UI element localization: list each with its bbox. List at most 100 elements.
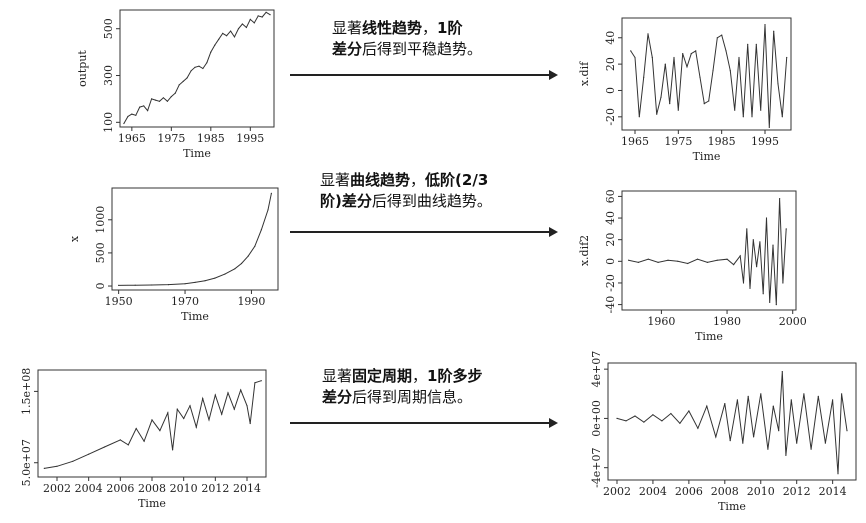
x-tick-label: 2012 [783,485,811,498]
data-point [753,436,755,438]
plot-x: 1950 1970 1990 0 500 1000 Time x [68,180,282,323]
data-point [151,98,153,100]
caption-text: 线性趋势 [362,19,423,37]
caption-text: 后得到曲线趋势。 [371,192,492,210]
data-point [747,43,749,46]
data-point [762,293,764,295]
data-point [687,262,689,265]
x-axis-label: Time [718,500,746,513]
data-point [210,51,212,53]
y-axis-label: output [76,50,89,87]
y-tick-label: -40 [604,296,617,314]
data-point [214,394,216,396]
data-point [147,110,149,112]
data-point [715,436,717,438]
data-point [696,258,699,260]
data-point [240,262,243,265]
y-tick-label: 1.5e+08 [20,368,33,415]
data-point [768,126,770,128]
data-point [222,32,224,34]
data-point [726,258,728,260]
data-point [846,430,848,432]
data-point [135,427,137,430]
arrow-head-icon [549,418,558,428]
data-point [657,261,659,263]
x-tick-label: 2006 [675,485,703,498]
data-point [260,229,262,231]
y-tick-label: 4e+07 [590,351,603,388]
data-point [733,264,735,266]
data-point [695,50,697,52]
y-tick-label: 500 [102,18,115,39]
x-axis-label: Time [693,150,721,163]
data-point [742,116,744,118]
x-tick-label: 1960 [647,315,675,328]
x-tick-label: 1985 [197,132,225,145]
data-point [616,417,618,419]
data-point [686,66,688,68]
y-tick-label: -4e+07 [590,447,603,487]
caption-text: 显著 [320,171,351,189]
data-point [742,282,745,284]
data-point [265,11,267,13]
data-point [254,245,256,247]
data-point [773,30,775,32]
x-tick-label: 2002 [603,485,631,498]
data-point [88,453,90,455]
caption-text: 曲线趋势 [350,171,411,189]
data-point [746,228,748,230]
data-point [739,255,741,257]
data-point [154,99,157,101]
x-tick-label: 2000 [779,315,807,328]
caption-text: ， [422,19,438,37]
x-axis-label: Time [181,310,209,323]
data-point [127,444,129,446]
y-tick-label: 0 [604,258,617,265]
y-axis-label: x [68,235,81,242]
data-point [755,43,757,46]
x-tick-label: 2010 [170,482,198,495]
data-point [670,412,672,415]
x-tick-label: 2012 [201,482,229,495]
data-point [647,258,649,260]
caption-text: 差分 [332,40,363,58]
arrow-head-icon [549,70,558,80]
data-point [119,439,121,441]
data-point [174,92,176,94]
y-tick-label: 0e+00 [590,400,603,437]
caption-text: 差分 [322,388,353,406]
plot-frame [37,369,267,478]
data-point [712,70,714,72]
plot-frame [621,17,792,131]
data-point [699,76,701,78]
x-tick-label: 1995 [236,132,264,145]
chart-output-svg: 1965 1975 1985 1995 100 300 500 Time output [76,9,275,160]
y-axis-label: x.dif [578,61,591,86]
caption-text: 后得到平稳趋势。 [362,40,483,58]
caption-text: 后得到周期信息。 [352,388,473,406]
y-tick-label: 0 [604,87,617,94]
data-point [781,116,783,118]
data-point [270,192,272,194]
plot-frame [607,362,857,481]
x-tick-label: 1965 [118,132,146,145]
x-tick-label: 2014 [233,482,261,495]
data-point [652,414,654,416]
arrow-row1 [290,69,558,81]
data-point [736,399,738,401]
plot-frame [119,9,275,128]
caption-text: 低阶(2/3 [425,171,489,189]
data-point [703,103,705,105]
data-point [785,454,787,456]
data-point [194,66,196,68]
data-point [716,259,718,261]
data-point [226,35,228,37]
x-tick-label: 2006 [106,482,134,495]
data-point [249,18,251,20]
data-point [796,442,798,444]
x-tick-label: 1975 [664,135,692,148]
data-point [194,281,196,283]
y-tick-label: 300 [102,65,115,86]
series-line [123,11,271,124]
data-point [782,282,784,284]
